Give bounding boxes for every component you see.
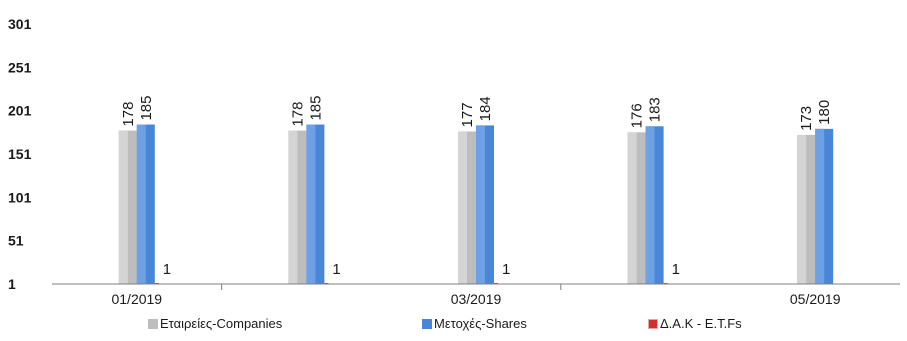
bar-shares-highlight xyxy=(815,128,825,284)
legend-label-etfs: Δ.Α.Κ - E.T.Fs xyxy=(660,316,742,331)
x-axis-ticks xyxy=(221,284,562,290)
data-label-companies: 178 xyxy=(289,102,306,127)
data-label-etfs: 1 xyxy=(163,261,171,278)
data-label-shares: 185 xyxy=(138,96,155,121)
legend-item-shares: Μετοχές-Shares xyxy=(422,316,527,331)
bar-shares-highlight xyxy=(476,125,485,285)
data-label-companies: 178 xyxy=(120,102,137,127)
legend: Εταιρείες-Companies Μετοχές-Shares Δ.Α.Κ… xyxy=(0,316,907,340)
legend-label-shares: Μετοχές-Shares xyxy=(434,316,527,331)
y-tick-label: 201 xyxy=(8,103,32,119)
x-tick-label: 03/2019 xyxy=(451,291,502,307)
legend-swatch-shares xyxy=(422,318,432,329)
x-tick-label: 01/2019 xyxy=(111,291,162,307)
data-label-companies: 176 xyxy=(629,103,646,128)
bar-shares-highlight xyxy=(306,124,316,285)
bars xyxy=(118,124,834,285)
data-label-shares: 184 xyxy=(477,96,494,121)
data-label-companies: 177 xyxy=(459,102,476,127)
y-tick-label: 51 xyxy=(8,233,24,249)
data-label-shares: 180 xyxy=(816,100,833,125)
bar-companies-highlight xyxy=(797,134,807,284)
bar-companies-highlight xyxy=(118,130,128,284)
data-label-shares: 183 xyxy=(647,97,664,122)
y-tick-label: 1 xyxy=(8,276,16,292)
x-tick-label: 05/2019 xyxy=(790,291,841,307)
bar-companies-highlight xyxy=(627,132,637,284)
legend-swatch-etfs xyxy=(648,318,658,329)
data-label-shares: 185 xyxy=(307,96,324,121)
legend-swatch-companies xyxy=(148,318,158,329)
bar-shares-highlight xyxy=(645,126,655,285)
data-label-etfs: 1 xyxy=(502,261,510,278)
y-tick-label: 101 xyxy=(8,189,32,205)
y-tick-label: 251 xyxy=(8,59,32,75)
bar-shares-highlight xyxy=(136,124,146,285)
data-label-companies: 173 xyxy=(798,106,815,131)
data-label-etfs: 1 xyxy=(332,261,340,278)
data-label-etfs: 1 xyxy=(672,261,680,278)
legend-item-companies: Εταιρείες-Companies xyxy=(148,316,282,331)
bar-companies-highlight xyxy=(288,130,298,284)
x-axis-labels: 01/2019 03/2019 05/2019 xyxy=(111,291,840,307)
legend-label-companies: Εταιρείες-Companies xyxy=(160,316,283,331)
bar-companies-highlight xyxy=(458,131,467,284)
y-tick-label: 151 xyxy=(8,146,32,162)
y-tick-label: 301 xyxy=(8,16,32,32)
legend-item-etfs: Δ.Α.Κ - E.T.Fs xyxy=(648,316,742,331)
